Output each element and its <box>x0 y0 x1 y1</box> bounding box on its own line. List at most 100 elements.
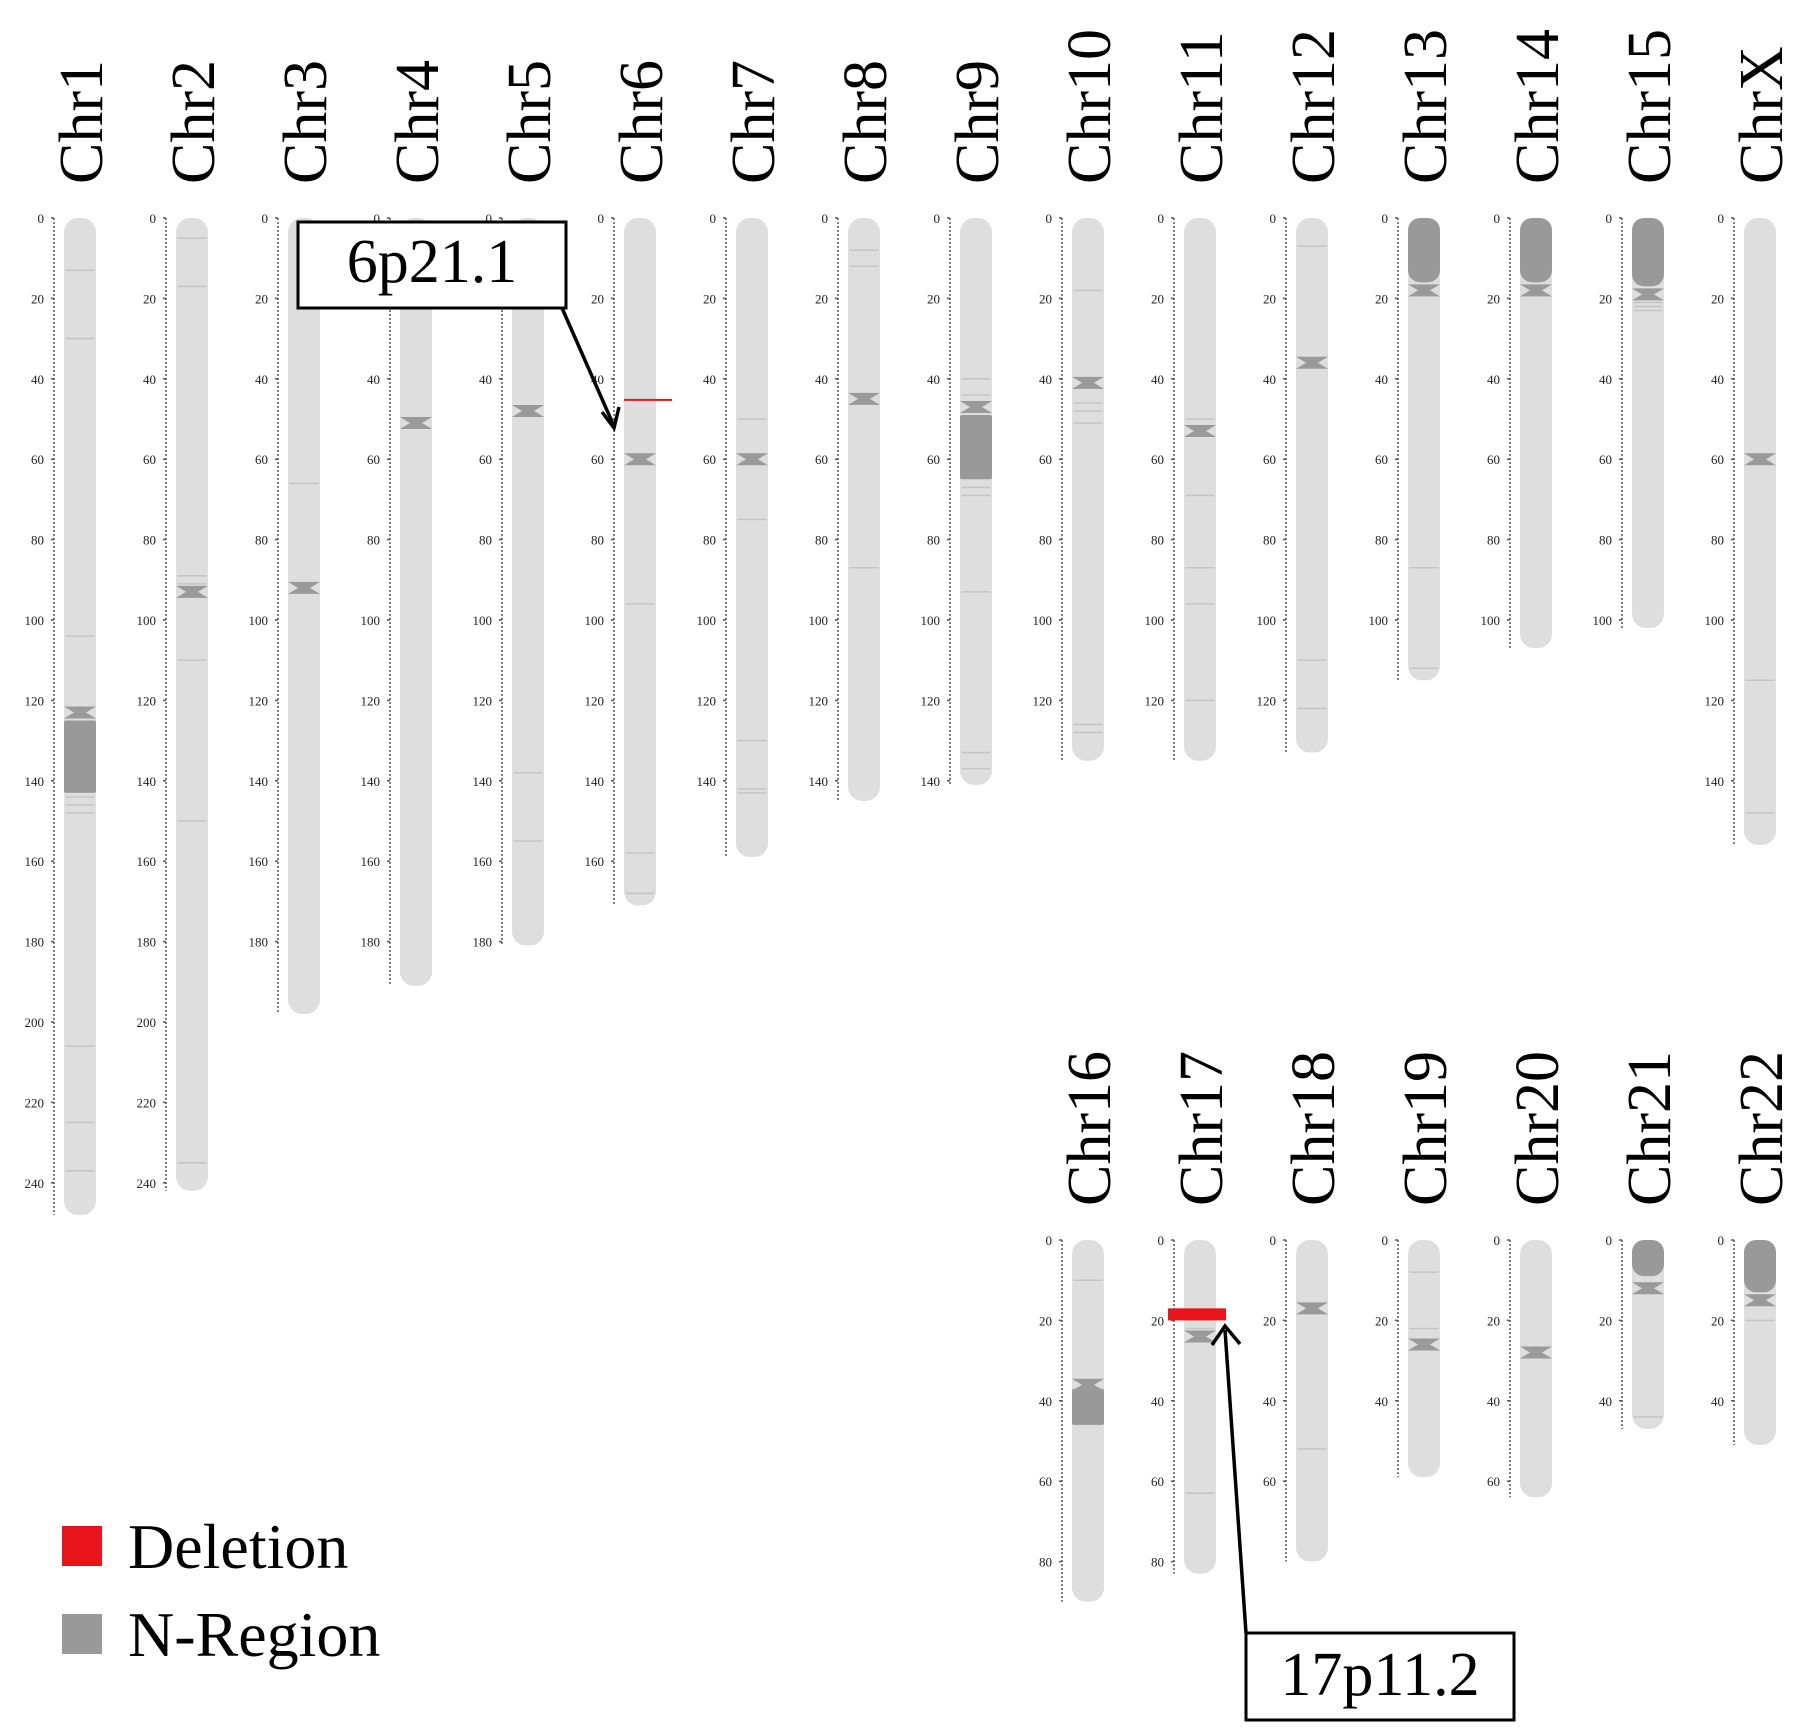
axis-tick-label: 120 <box>921 693 941 708</box>
chromosome-label-chr10: Chr10 <box>1056 29 1124 184</box>
axis-tick-label: 100 <box>473 613 493 628</box>
axis-tick-label: 0 <box>934 211 941 226</box>
axis-tick-label: 80 <box>815 533 828 548</box>
axis-tick-label: 100 <box>361 613 381 628</box>
chromosome-chr9: Chr9 0 20 40 60 80 100 120 140 <box>921 60 1013 789</box>
legend-label-n-region: N-Region <box>128 1599 380 1670</box>
axis-tick-label: 20 <box>1263 291 1276 306</box>
axis-tick-label: 20 <box>591 291 604 306</box>
chromosome-body <box>1296 1240 1328 1562</box>
axis-tick-label: 200 <box>137 1015 157 1030</box>
axis-tick-label: 80 <box>1487 533 1500 548</box>
chromosome-label-chr19: Chr19 <box>1392 1051 1460 1206</box>
axis-tick-label: 160 <box>25 854 45 869</box>
chromosome-chr5: Chr5020406080100120140160180 <box>473 60 565 950</box>
axis-tick-label: 20 <box>1711 1313 1724 1328</box>
axis-tick-label: 120 <box>809 693 829 708</box>
axis-tick-label: 0 <box>1606 211 1613 226</box>
axis-tick-label: 20 <box>1039 291 1052 306</box>
chromosome-body <box>1744 218 1776 846</box>
axis-tick-label: 180 <box>25 935 45 950</box>
axis-tick-label: 60 <box>1039 1474 1052 1489</box>
chromosome-chr14: Chr14 0 20 40 60 80 100 <box>1481 29 1572 649</box>
axis-tick-label: 40 <box>1487 372 1500 387</box>
axis-tick-label: 80 <box>143 533 156 548</box>
centromere <box>1408 1338 1440 1351</box>
axis-tick-label: 40 <box>927 372 940 387</box>
axis-tick-label: 20 <box>1151 291 1164 306</box>
chromosome-body <box>400 218 432 986</box>
axis-tick-label: 60 <box>703 452 716 467</box>
axis-tick-label: 0 <box>1718 1233 1725 1248</box>
axis-tick-label: 0 <box>1382 211 1389 226</box>
deletion-marker-chr17 <box>1168 1308 1226 1321</box>
axis-tick-label: 80 <box>1711 533 1724 548</box>
axis-tick-label: 20 <box>1599 1313 1612 1328</box>
axis-tick-label: 80 <box>479 533 492 548</box>
chromosome-body <box>848 218 880 801</box>
axis-tick-label: 120 <box>249 693 269 708</box>
axis-tick-label: 140 <box>249 774 269 789</box>
centromere <box>1744 1294 1776 1307</box>
chromosome-chr13: Chr13 0 20 40 60 80 100 <box>1369 29 1460 681</box>
axis-tick-label: 140 <box>1705 774 1725 789</box>
centromere <box>1744 453 1776 466</box>
axis-tick-label: 120 <box>137 693 157 708</box>
axis-tick-label: 60 <box>815 452 828 467</box>
chromosome-label-chr15: Chr15 <box>1616 29 1684 184</box>
axis-tick-label: 100 <box>809 613 829 628</box>
chromosome-chr17: Chr17 0 20 40 60 80 <box>1151 1051 1236 1574</box>
axis-tick-label: 140 <box>361 774 381 789</box>
axis-tick-label: 80 <box>703 533 716 548</box>
axis-tick-label: 100 <box>585 613 605 628</box>
legend-label-deletion: Deletion <box>128 1511 348 1582</box>
axis-tick-label: 60 <box>591 452 604 467</box>
chromosome-label-chr5: Chr5 <box>496 60 564 184</box>
chromosome-label-chr2: Chr2 <box>160 60 228 184</box>
axis-tick-label: 120 <box>25 693 45 708</box>
axis-tick-label: 100 <box>697 613 717 628</box>
chromosome-chr19: Chr19 0 20 40 <box>1375 1051 1460 1478</box>
axis-tick-label: 0 <box>1718 211 1725 226</box>
axis-tick-label: 40 <box>1039 1394 1052 1409</box>
axis-tick-label: 60 <box>1039 452 1052 467</box>
axis-tick-label: 60 <box>1599 452 1612 467</box>
axis-tick-label: 40 <box>1711 372 1724 387</box>
axis-tick-label: 40 <box>1151 372 1164 387</box>
axis-tick-label: 120 <box>1145 693 1165 708</box>
chromosome-body <box>1184 1240 1216 1574</box>
axis-tick-label: 40 <box>1151 1394 1164 1409</box>
chromosome-chr7: Chr7 0 20 40 60 80 100 120 140 <box>697 60 788 858</box>
axis-tick-label: 60 <box>1263 452 1276 467</box>
axis-tick-label: 40 <box>1263 372 1276 387</box>
axis-tick-label: 100 <box>921 613 941 628</box>
chromosome-chr15: Chr15 0 20 40 60 80 100 <box>1593 29 1684 629</box>
axis-tick-label: 20 <box>1151 1313 1164 1328</box>
axis-tick-label: 140 <box>585 774 605 789</box>
chromosome-chr11: Chr11 0 20 40 60 80 100 120 <box>1145 31 1236 761</box>
axis-tick-label: 0 <box>598 211 605 226</box>
axis-tick-label: 20 <box>927 291 940 306</box>
chromosome-body <box>176 218 208 1191</box>
axis-tick-label: 140 <box>921 774 941 789</box>
chromosome-chrx: ChrX 0 20 40 60 80 100 120 140 <box>1705 46 1795 846</box>
centromere <box>1296 1302 1328 1315</box>
axis-tick-label: 0 <box>1270 211 1277 226</box>
centromere <box>176 585 208 598</box>
deletion-marker-chr6 <box>624 398 672 401</box>
chromosome-label-chrx: ChrX <box>1728 46 1795 184</box>
chromosome-chr12: Chr12 0 20 40 60 80 100 120 <box>1257 29 1348 753</box>
centromere <box>1184 425 1216 438</box>
axis-tick-label: 40 <box>1599 372 1612 387</box>
axis-tick-label: 60 <box>927 452 940 467</box>
axis-tick-label: 0 <box>1158 211 1165 226</box>
chromosome-label-chr21: Chr21 <box>1616 1051 1684 1206</box>
axis-tick-label: 160 <box>249 854 269 869</box>
chromosome-body <box>1520 1240 1552 1498</box>
chromosome-body <box>1184 218 1216 761</box>
axis-tick-label: 100 <box>1369 613 1389 628</box>
chromosome-body <box>1520 218 1552 649</box>
axis-tick-label: 120 <box>697 693 717 708</box>
axis-tick-label: 160 <box>361 854 381 869</box>
